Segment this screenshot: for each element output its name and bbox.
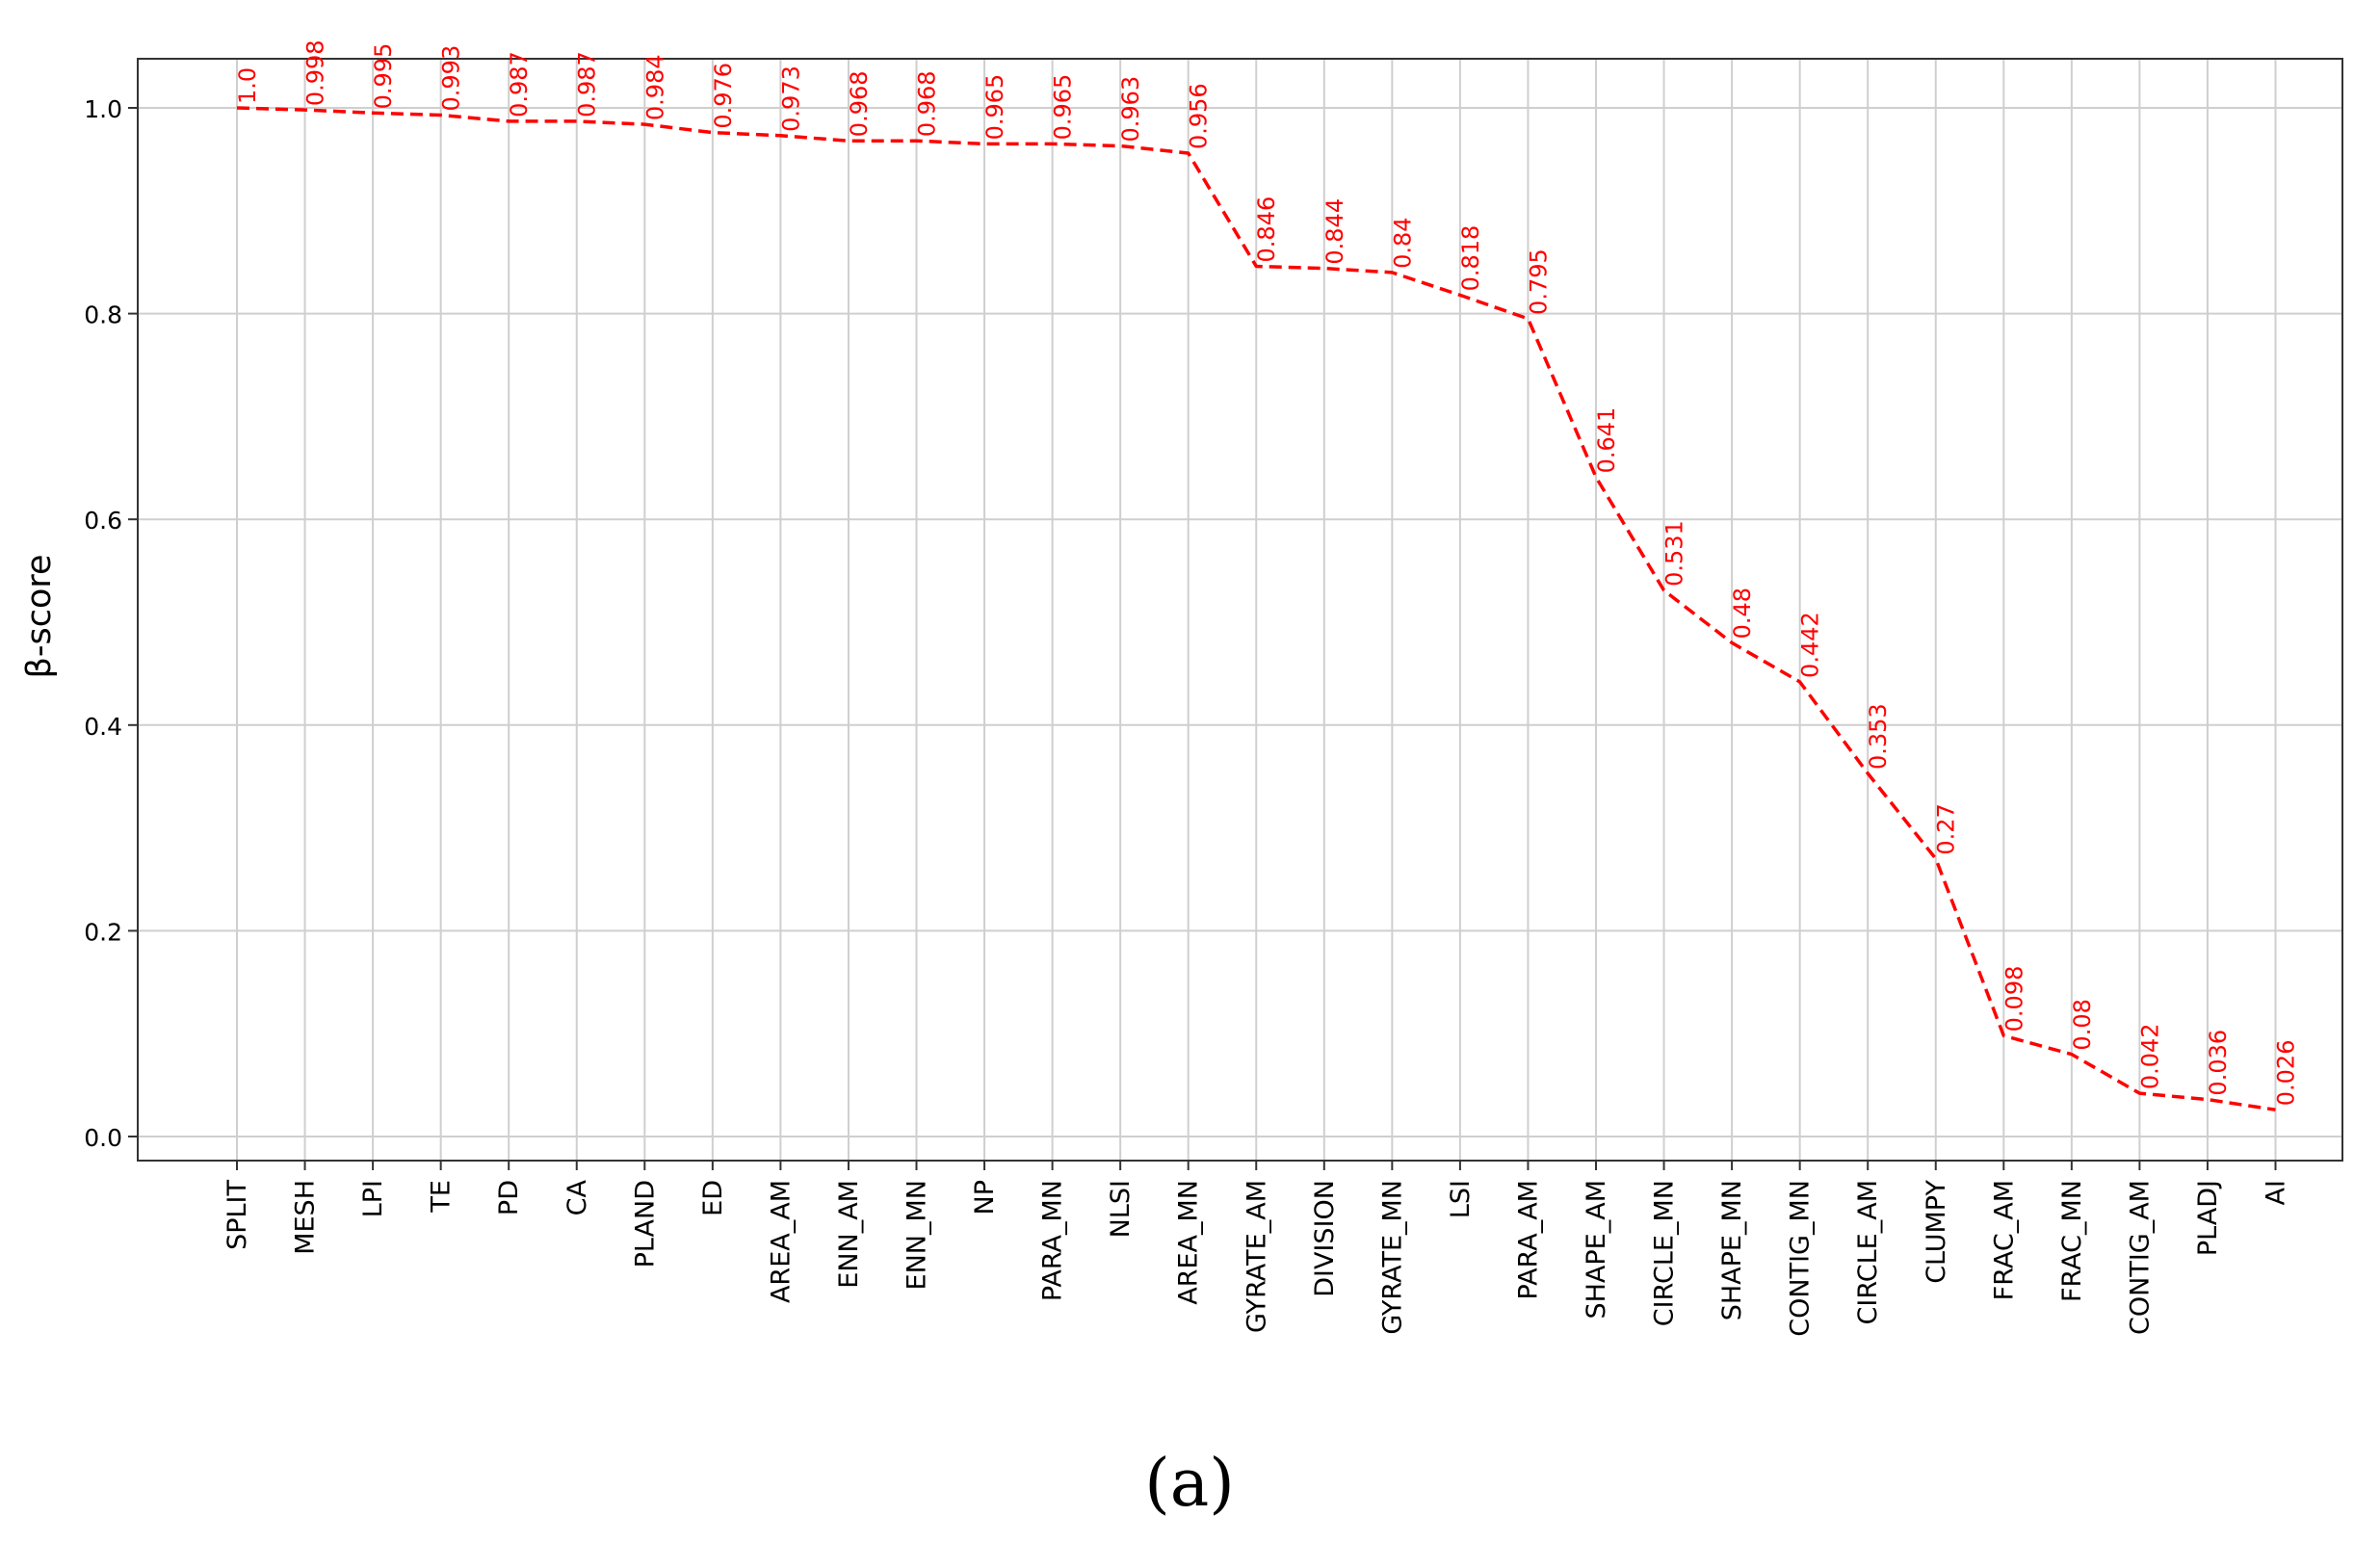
- data-label: 0.531: [1661, 520, 1688, 587]
- data-label: 0.026: [2273, 1040, 2300, 1107]
- data-label: 0.965: [1050, 74, 1077, 141]
- x-tick-label: DIVISION: [1310, 1180, 1340, 1297]
- data-label: 0.987: [574, 51, 601, 118]
- data-label: 0.353: [1865, 703, 1892, 770]
- y-tick-label: 1.0: [84, 95, 122, 123]
- x-tick-label: NP: [970, 1180, 1000, 1215]
- x-tick-label: PD: [494, 1180, 524, 1215]
- data-label: 0.984: [641, 54, 668, 120]
- data-label: 0.48: [1729, 588, 1756, 639]
- series-line: [236, 106, 2276, 1111]
- y-tick-label: 0.8: [84, 301, 122, 329]
- x-tick-label: FRAC_MN: [2057, 1180, 2087, 1302]
- x-tick-label: SHAPE_MN: [1717, 1180, 1747, 1320]
- x-tick-label: CIRCLE_MN: [1650, 1180, 1680, 1326]
- x-tick-label: GYRATE_AM: [1242, 1180, 1271, 1333]
- x-tick-label: FRAC_AM: [1989, 1180, 2019, 1300]
- x-tick-label: ENN_MN: [902, 1180, 932, 1290]
- x-tick-label: ENN_AM: [834, 1180, 864, 1289]
- data-label: 1.0: [234, 67, 261, 104]
- y-tick-label: 0.4: [84, 713, 122, 741]
- data-label: 0.84: [1389, 217, 1416, 268]
- data-label: 0.795: [1525, 248, 1552, 315]
- x-tick-label: PARA_AM: [1513, 1180, 1543, 1299]
- x-tick-label: LSI: [1446, 1180, 1476, 1218]
- plot-border: [137, 58, 2343, 1162]
- data-label: 0.442: [1797, 612, 1824, 678]
- data-label: 0.993: [438, 45, 465, 112]
- data-label: 0.27: [1933, 803, 1960, 854]
- data-label: 0.963: [1117, 76, 1144, 143]
- x-tick-label: SHAPE_AM: [1582, 1180, 1611, 1320]
- x-axis: SPLIT MESH LPI TE PD CA PLAND ED AREA_AM ENN_AM EN…: [222, 1161, 2291, 1337]
- data-label: 0.976: [710, 63, 737, 129]
- y-tick-label: 0.2: [84, 918, 122, 946]
- x-tick-label: PLADJ: [2193, 1180, 2223, 1256]
- x-tick-label: CA: [562, 1179, 592, 1215]
- x-tick-label: PARA_MN: [1038, 1180, 1068, 1301]
- data-label: 0.968: [914, 70, 941, 137]
- data-label: 0.08: [2069, 999, 2096, 1050]
- y-axis-label: β-score: [20, 554, 59, 678]
- data-label: 0.973: [777, 65, 804, 132]
- plot-frame: [137, 58, 2343, 1162]
- data-label: 0.998: [302, 39, 329, 106]
- data-label: 0.995: [370, 43, 397, 110]
- data-label: 0.098: [2001, 966, 2027, 1032]
- x-tick-label: CONTIG_MN: [1786, 1180, 1816, 1337]
- data-label: 0.818: [1457, 225, 1484, 292]
- x-tick-label: CLUMPY: [1922, 1180, 1951, 1284]
- x-tick-label: CIRCLE_AM: [1853, 1180, 1883, 1324]
- data-label: 0.956: [1186, 83, 1213, 149]
- figure-caption: (a): [1144, 1446, 1235, 1522]
- data-labels: 1.0 0.998 0.995 0.993 0.987 0.987 0.984 0.976 0.…: [234, 39, 2300, 1106]
- x-tick-label: GYRATE_MN: [1377, 1180, 1407, 1335]
- data-label: 0.965: [981, 74, 1008, 141]
- x-tick-label: PLAND: [630, 1180, 660, 1268]
- y-tick-label: 0.0: [84, 1124, 122, 1152]
- data-label: 0.846: [1253, 196, 1280, 263]
- x-tick-label: SPLIT: [222, 1179, 252, 1249]
- x-tick-label: ED: [698, 1180, 728, 1216]
- data-label: 0.987: [506, 51, 533, 118]
- x-tick-label: AREA_MN: [1174, 1180, 1204, 1305]
- data-label: 0.042: [2136, 1023, 2163, 1089]
- data-label: 0.968: [846, 70, 873, 137]
- x-tick-label: MESH: [291, 1180, 321, 1255]
- x-tick-label: NLSI: [1106, 1180, 1136, 1238]
- data-label: 0.036: [2205, 1030, 2232, 1096]
- y-tick-label: 0.6: [84, 507, 122, 535]
- grid: [138, 59, 2342, 1161]
- x-tick-label: LPI: [358, 1180, 388, 1217]
- data-label: 0.844: [1321, 198, 1348, 265]
- x-tick-label: TE: [427, 1180, 457, 1214]
- x-tick-label: AI: [2262, 1180, 2291, 1205]
- y-axis: 0.0 0.2 0.4 0.6 0.8 1.0: [84, 95, 138, 1152]
- series: [236, 106, 2276, 1111]
- data-label: 0.641: [1593, 407, 1620, 474]
- x-tick-label: AREA_AM: [766, 1180, 796, 1303]
- x-tick-label: CONTIG_AM: [2125, 1180, 2155, 1335]
